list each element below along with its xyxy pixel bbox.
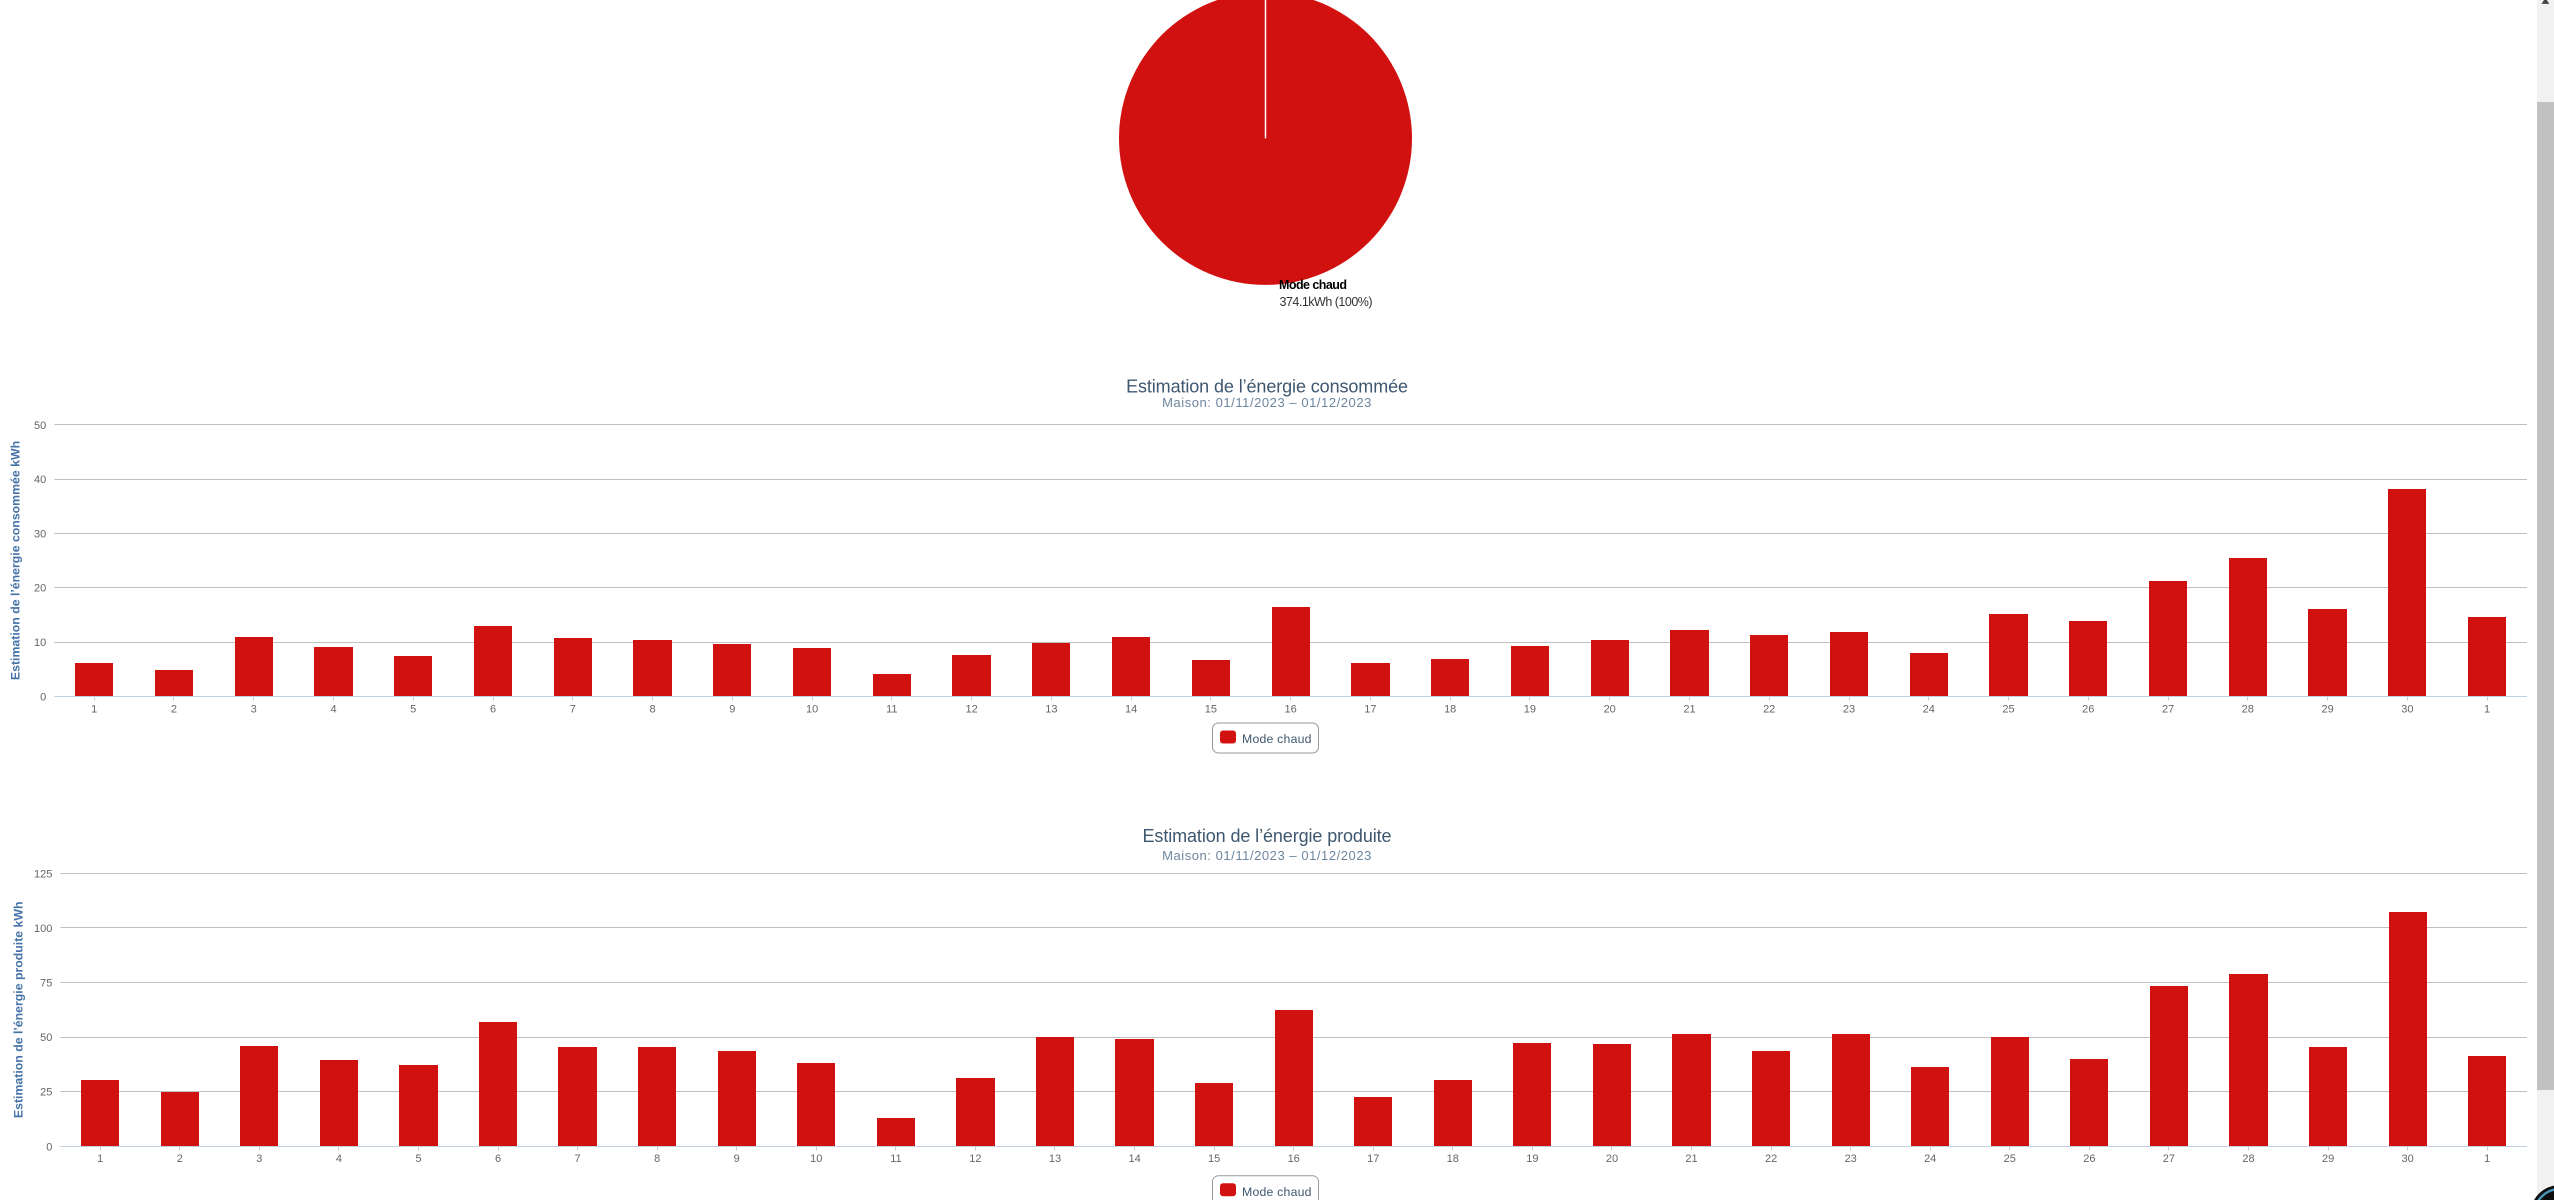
svg-text:11: 11 [886, 704, 897, 716]
svg-text:8: 8 [649, 704, 655, 716]
svg-text:8: 8 [654, 1153, 660, 1165]
svg-text:Maison: 01/11/2023 – 01/12/202: Maison: 01/11/2023 – 01/12/2023 [1162, 395, 1372, 410]
svg-text:5: 5 [410, 704, 416, 716]
svg-text:10: 10 [34, 637, 46, 649]
svg-text:27: 27 [2163, 1153, 2175, 1165]
svg-text:14: 14 [1125, 704, 1137, 716]
svg-text:4: 4 [336, 1153, 342, 1165]
svg-text:25: 25 [2004, 1153, 2016, 1165]
svg-text:Maison: 01/11/2023 – 01/12/202: Maison: 01/11/2023 – 01/12/2023 [1162, 848, 1372, 863]
svg-text:Estimation de l’énergie produi: Estimation de l’énergie produite [1143, 826, 1392, 846]
svg-text:19: 19 [1524, 704, 1536, 716]
svg-text:21: 21 [1683, 704, 1695, 716]
svg-text:20: 20 [34, 583, 46, 595]
svg-text:1: 1 [2484, 1153, 2490, 1165]
svg-text:6: 6 [490, 704, 496, 716]
svg-text:1: 1 [91, 704, 97, 716]
svg-text:Estimation de l’énergie consom: Estimation de l’énergie consommée kWh [8, 441, 22, 680]
svg-text:13: 13 [1045, 704, 1057, 716]
svg-text:23: 23 [1843, 704, 1855, 716]
svg-text:4: 4 [330, 704, 336, 716]
svg-text:7: 7 [575, 1153, 581, 1165]
svg-text:29: 29 [2321, 704, 2333, 716]
svg-text:Estimation de l’énergie consom: Estimation de l’énergie consommée [1126, 377, 1408, 397]
svg-text:30: 30 [2401, 704, 2413, 716]
svg-text:24: 24 [1924, 1153, 1936, 1165]
svg-text:12: 12 [969, 1153, 981, 1165]
svg-text:22: 22 [1765, 1153, 1777, 1165]
svg-text:3: 3 [256, 1153, 262, 1165]
svg-text:28: 28 [2242, 704, 2254, 716]
svg-text:3: 3 [251, 704, 257, 716]
svg-text:75: 75 [40, 978, 52, 990]
svg-text:12: 12 [965, 704, 977, 716]
svg-text:26: 26 [2083, 1153, 2095, 1165]
svg-text:24: 24 [1923, 704, 1935, 716]
svg-text:10: 10 [806, 704, 818, 716]
svg-text:17: 17 [1364, 704, 1376, 716]
svg-text:15: 15 [1208, 1153, 1220, 1165]
svg-text:25: 25 [2002, 704, 2014, 716]
svg-text:26: 26 [2082, 704, 2094, 716]
svg-text:20: 20 [1606, 1153, 1618, 1165]
svg-text:125: 125 [34, 868, 52, 880]
svg-text:Mode chaud: Mode chaud [1279, 278, 1346, 292]
svg-text:6: 6 [495, 1153, 501, 1165]
svg-text:0: 0 [40, 691, 46, 703]
svg-text:19: 19 [1526, 1153, 1538, 1165]
svg-text:15: 15 [1205, 704, 1217, 716]
svg-text:30: 30 [34, 528, 46, 540]
svg-text:374.1kWh (100%): 374.1kWh (100%) [1280, 295, 1373, 309]
svg-text:Mode chaud: Mode chaud [1242, 732, 1312, 746]
svg-text:50: 50 [40, 1032, 52, 1044]
svg-text:9: 9 [734, 1153, 740, 1165]
svg-text:1: 1 [2484, 704, 2490, 716]
svg-text:25: 25 [40, 1087, 52, 1099]
svg-text:17: 17 [1367, 1153, 1379, 1165]
svg-text:27: 27 [2162, 704, 2174, 716]
svg-text:2: 2 [171, 704, 177, 716]
svg-text:18: 18 [1447, 1153, 1459, 1165]
svg-text:30: 30 [2401, 1153, 2413, 1165]
svg-text:9: 9 [729, 704, 735, 716]
svg-text:16: 16 [1288, 1153, 1300, 1165]
svg-text:5: 5 [415, 1153, 421, 1165]
svg-text:18: 18 [1444, 704, 1456, 716]
svg-text:100: 100 [34, 923, 52, 935]
svg-text:2: 2 [177, 1153, 183, 1165]
svg-text:23: 23 [1845, 1153, 1857, 1165]
svg-text:16: 16 [1284, 704, 1296, 716]
svg-text:1: 1 [97, 1153, 103, 1165]
svg-text:11: 11 [890, 1153, 901, 1165]
svg-text:7: 7 [570, 704, 576, 716]
svg-text:22: 22 [1763, 704, 1775, 716]
svg-text:29: 29 [2322, 1153, 2334, 1165]
svg-text:28: 28 [2242, 1153, 2254, 1165]
svg-text:20: 20 [1604, 704, 1616, 716]
svg-text:Mode chaud: Mode chaud [1242, 1185, 1312, 1199]
svg-text:21: 21 [1685, 1153, 1697, 1165]
svg-text:14: 14 [1128, 1153, 1140, 1165]
svg-text:13: 13 [1049, 1153, 1061, 1165]
svg-text:50: 50 [34, 420, 46, 432]
svg-text:10: 10 [810, 1153, 822, 1165]
svg-text:40: 40 [34, 474, 46, 486]
svg-text:0: 0 [46, 1141, 52, 1153]
svg-text:Estimation de l’énergie produi: Estimation de l’énergie produite kWh [12, 902, 26, 1119]
